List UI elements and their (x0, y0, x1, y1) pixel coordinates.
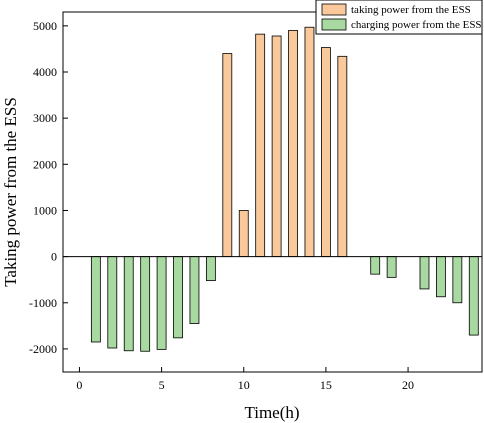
bar-charging-5 (156, 256, 167, 350)
bar-charging-1 (90, 256, 101, 343)
legend-swatch-charging (321, 18, 347, 31)
axes-layer: -2000 -1000 0 1000 2000 3000 4000 5000 0 5 10 15 20 (29, 19, 414, 392)
bar-charging-6 (173, 256, 183, 339)
bar-charging-8 (205, 256, 216, 282)
x-tick-label: 0 (76, 378, 82, 392)
y-tick-label: 1000 (33, 203, 57, 217)
y-axis-title: Taking power from the ESS (1, 97, 20, 287)
legend-label-taking: taking power from the ESS (351, 4, 471, 16)
y-tick-label: 4000 (33, 65, 57, 79)
bar-charging-4 (140, 256, 151, 352)
x-axis-title: Time(h) (244, 403, 299, 422)
bar-charging-22 (436, 256, 446, 298)
legend-label-charging: charging power from the ESS (351, 19, 482, 31)
bar-charging-3 (123, 256, 134, 352)
bar-charging-23 (452, 256, 463, 304)
plot-frame (62, 11, 483, 373)
x-tick-label: 5 (159, 378, 165, 392)
y-tick-label: -1000 (29, 296, 57, 310)
bar-charging-19 (386, 256, 397, 278)
x-tick-label: 20 (402, 378, 414, 392)
bar-charging-7 (189, 256, 200, 324)
bar-taking-11 (255, 33, 266, 258)
bar-charging-21 (419, 256, 430, 290)
legend-swatch-taking (321, 3, 347, 16)
bar-taking-16 (337, 55, 348, 258)
x-tick-label: 15 (320, 378, 332, 392)
bar-taking-10 (238, 210, 249, 258)
bar-taking-12 (271, 35, 282, 258)
bar-taking-14 (304, 26, 315, 258)
bar-taking-9 (222, 53, 233, 258)
bar-taking-15 (320, 47, 331, 258)
y-tick-label: -2000 (29, 342, 57, 356)
y-tick-label: 3000 (33, 111, 57, 125)
y-tick-label: 5000 (33, 19, 57, 33)
legend: taking power from the ESS charging power… (315, 0, 483, 35)
y-tick-label: 0 (51, 250, 57, 264)
bar-charging-18 (370, 256, 381, 275)
bar-charging-2 (107, 256, 118, 349)
x-tick-label: 10 (238, 378, 250, 392)
bar-taking-13 (288, 30, 298, 258)
bars-layer (90, 26, 479, 352)
bar-charging-24 (468, 256, 479, 336)
y-tick-label: 2000 (33, 157, 57, 171)
